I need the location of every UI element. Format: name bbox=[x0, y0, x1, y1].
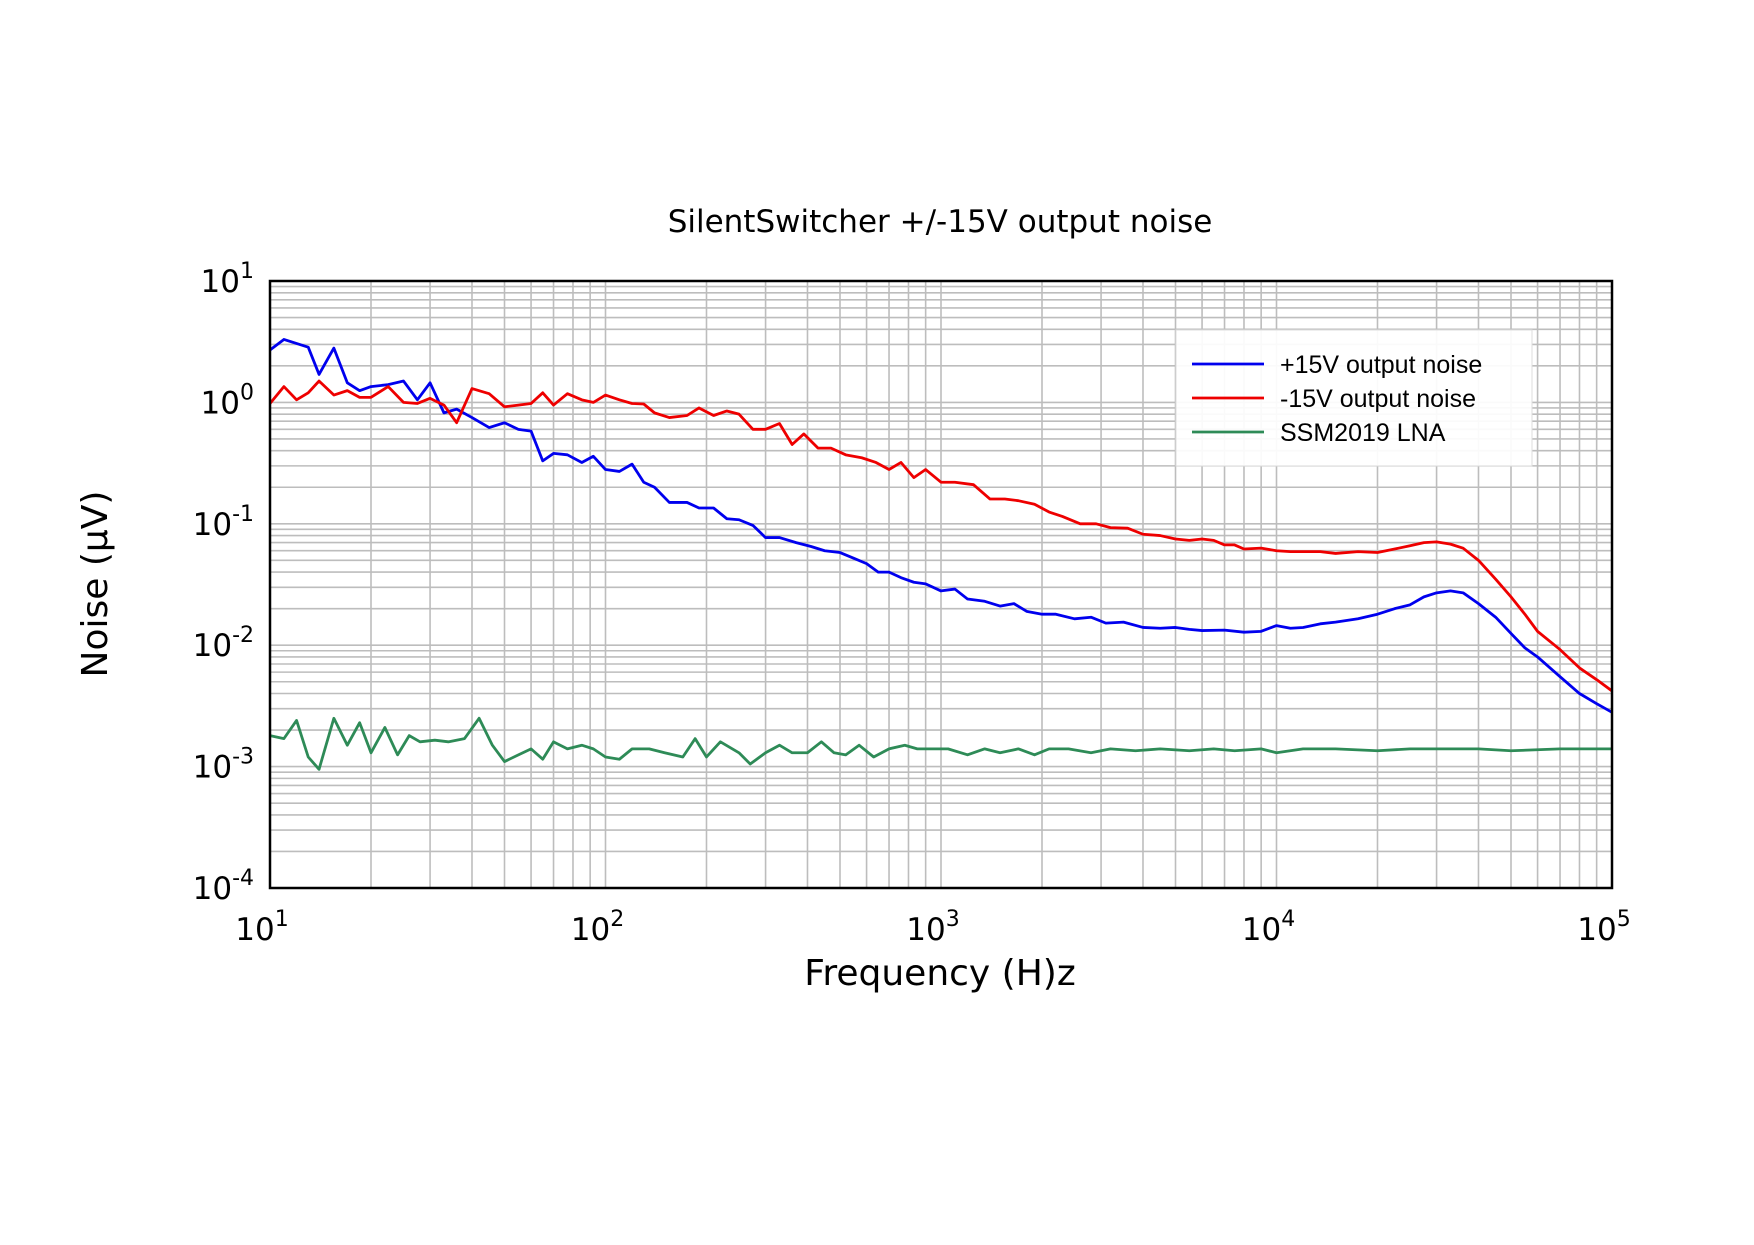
y-axis-label: Noise (μV) bbox=[75, 491, 116, 678]
series-line-3 bbox=[269, 716, 1612, 771]
x-tick-label: 102 bbox=[571, 907, 624, 948]
y-axis-ticks: 101 100 10-1 10-2 10-3 10-4 bbox=[193, 259, 254, 907]
x-axis-label: Frequency (H)z bbox=[804, 953, 1075, 994]
legend-label-1: +15V output noise bbox=[1280, 351, 1482, 379]
legend-label-3: SSM2019 LNA bbox=[1280, 419, 1446, 447]
plot-frame bbox=[268, 279, 1614, 890]
chart-title: SilentSwitcher +/-15V output noise bbox=[668, 204, 1213, 240]
y-tick-label: 10-2 bbox=[193, 623, 254, 664]
y-tick-label: 101 bbox=[201, 259, 254, 300]
x-axis-ticks: 101 102 103 104 105 bbox=[235, 907, 1630, 948]
series-line-1 bbox=[269, 338, 1613, 714]
y-tick-label: 100 bbox=[201, 380, 254, 421]
grid bbox=[269, 281, 1612, 889]
x-tick-label: 105 bbox=[1577, 907, 1630, 948]
y-tick-label: 10-3 bbox=[193, 745, 254, 786]
x-tick-label: 103 bbox=[906, 907, 959, 948]
y-tick-label: 10-4 bbox=[193, 866, 254, 907]
series-line-2 bbox=[268, 379, 1613, 693]
series-lines bbox=[268, 338, 1613, 771]
legend-label-2: -15V output noise bbox=[1280, 385, 1476, 413]
x-tick-label: 104 bbox=[1242, 907, 1295, 948]
y-tick-label: 10-1 bbox=[193, 502, 254, 543]
legend: +15V output noise -15V output noise SSM201… bbox=[1175, 329, 1533, 467]
x-tick-label: 101 bbox=[235, 907, 288, 948]
